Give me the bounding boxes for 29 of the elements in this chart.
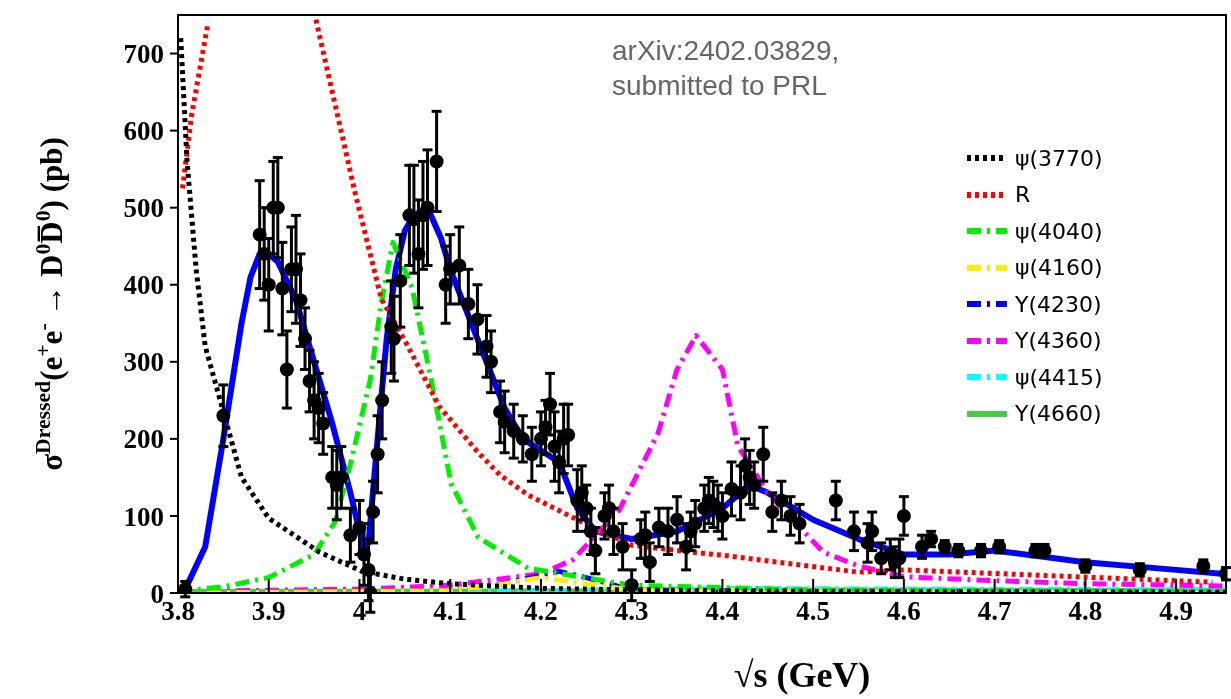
x-tick-label: 4.4 (705, 596, 740, 627)
y-tick-label: 100 (123, 501, 164, 532)
x-tick-label: 4.5 (796, 596, 831, 627)
y-tick-label: 200 (123, 424, 164, 455)
legend-label: ψ(4040) (1015, 218, 1103, 244)
legend-label: Y(4230) (1015, 291, 1102, 317)
y-tick-label: 300 (123, 347, 164, 378)
y-tick-label: 400 (123, 270, 164, 301)
legend-label: Y(4660) (1015, 401, 1102, 427)
x-axis-title: √s (GeV) (733, 655, 871, 695)
x-tick-label: 4.2 (524, 596, 558, 627)
y-tick-label: 500 (123, 193, 164, 224)
y-tick-label: 700 (123, 39, 164, 70)
x-tick-label: 4 (352, 596, 367, 627)
legend-label: ψ(4160) (1015, 255, 1103, 281)
annotation: arXiv:2402.03829, submitted to PRL (612, 35, 840, 101)
x-tick-label: 4.1 (433, 596, 468, 627)
x-tick-label: 4.9 (1159, 596, 1193, 627)
legend-label: ψ(3770) (1015, 145, 1103, 171)
x-tick-label: 3.9 (251, 596, 286, 627)
legend-label: ψ(4415) (1015, 364, 1103, 390)
y-tick-label: 600 (123, 116, 164, 147)
legend-label: R (1015, 182, 1031, 208)
y-tick-label: 0 (150, 578, 164, 609)
x-tick-label: 4.8 (1068, 596, 1103, 627)
x-tick-label: 4.6 (887, 596, 921, 627)
x-tick-label: 4.3 (614, 596, 649, 627)
legend-label: Y(4360) (1015, 328, 1102, 354)
x-tick-label: 4.7 (977, 596, 1012, 627)
